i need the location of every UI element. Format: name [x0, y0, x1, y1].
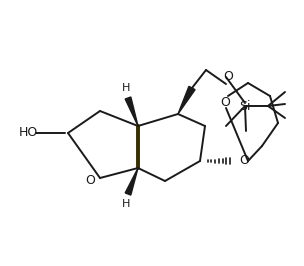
Polygon shape — [178, 86, 195, 114]
Text: H: H — [122, 83, 130, 93]
Text: O: O — [223, 69, 233, 82]
Text: O: O — [220, 97, 230, 110]
Polygon shape — [125, 97, 138, 126]
Text: H: H — [122, 199, 130, 209]
Text: O: O — [85, 174, 95, 188]
Text: Si: Si — [239, 99, 251, 113]
Text: HO: HO — [18, 127, 38, 139]
Text: O: O — [239, 155, 249, 168]
Polygon shape — [125, 168, 138, 195]
